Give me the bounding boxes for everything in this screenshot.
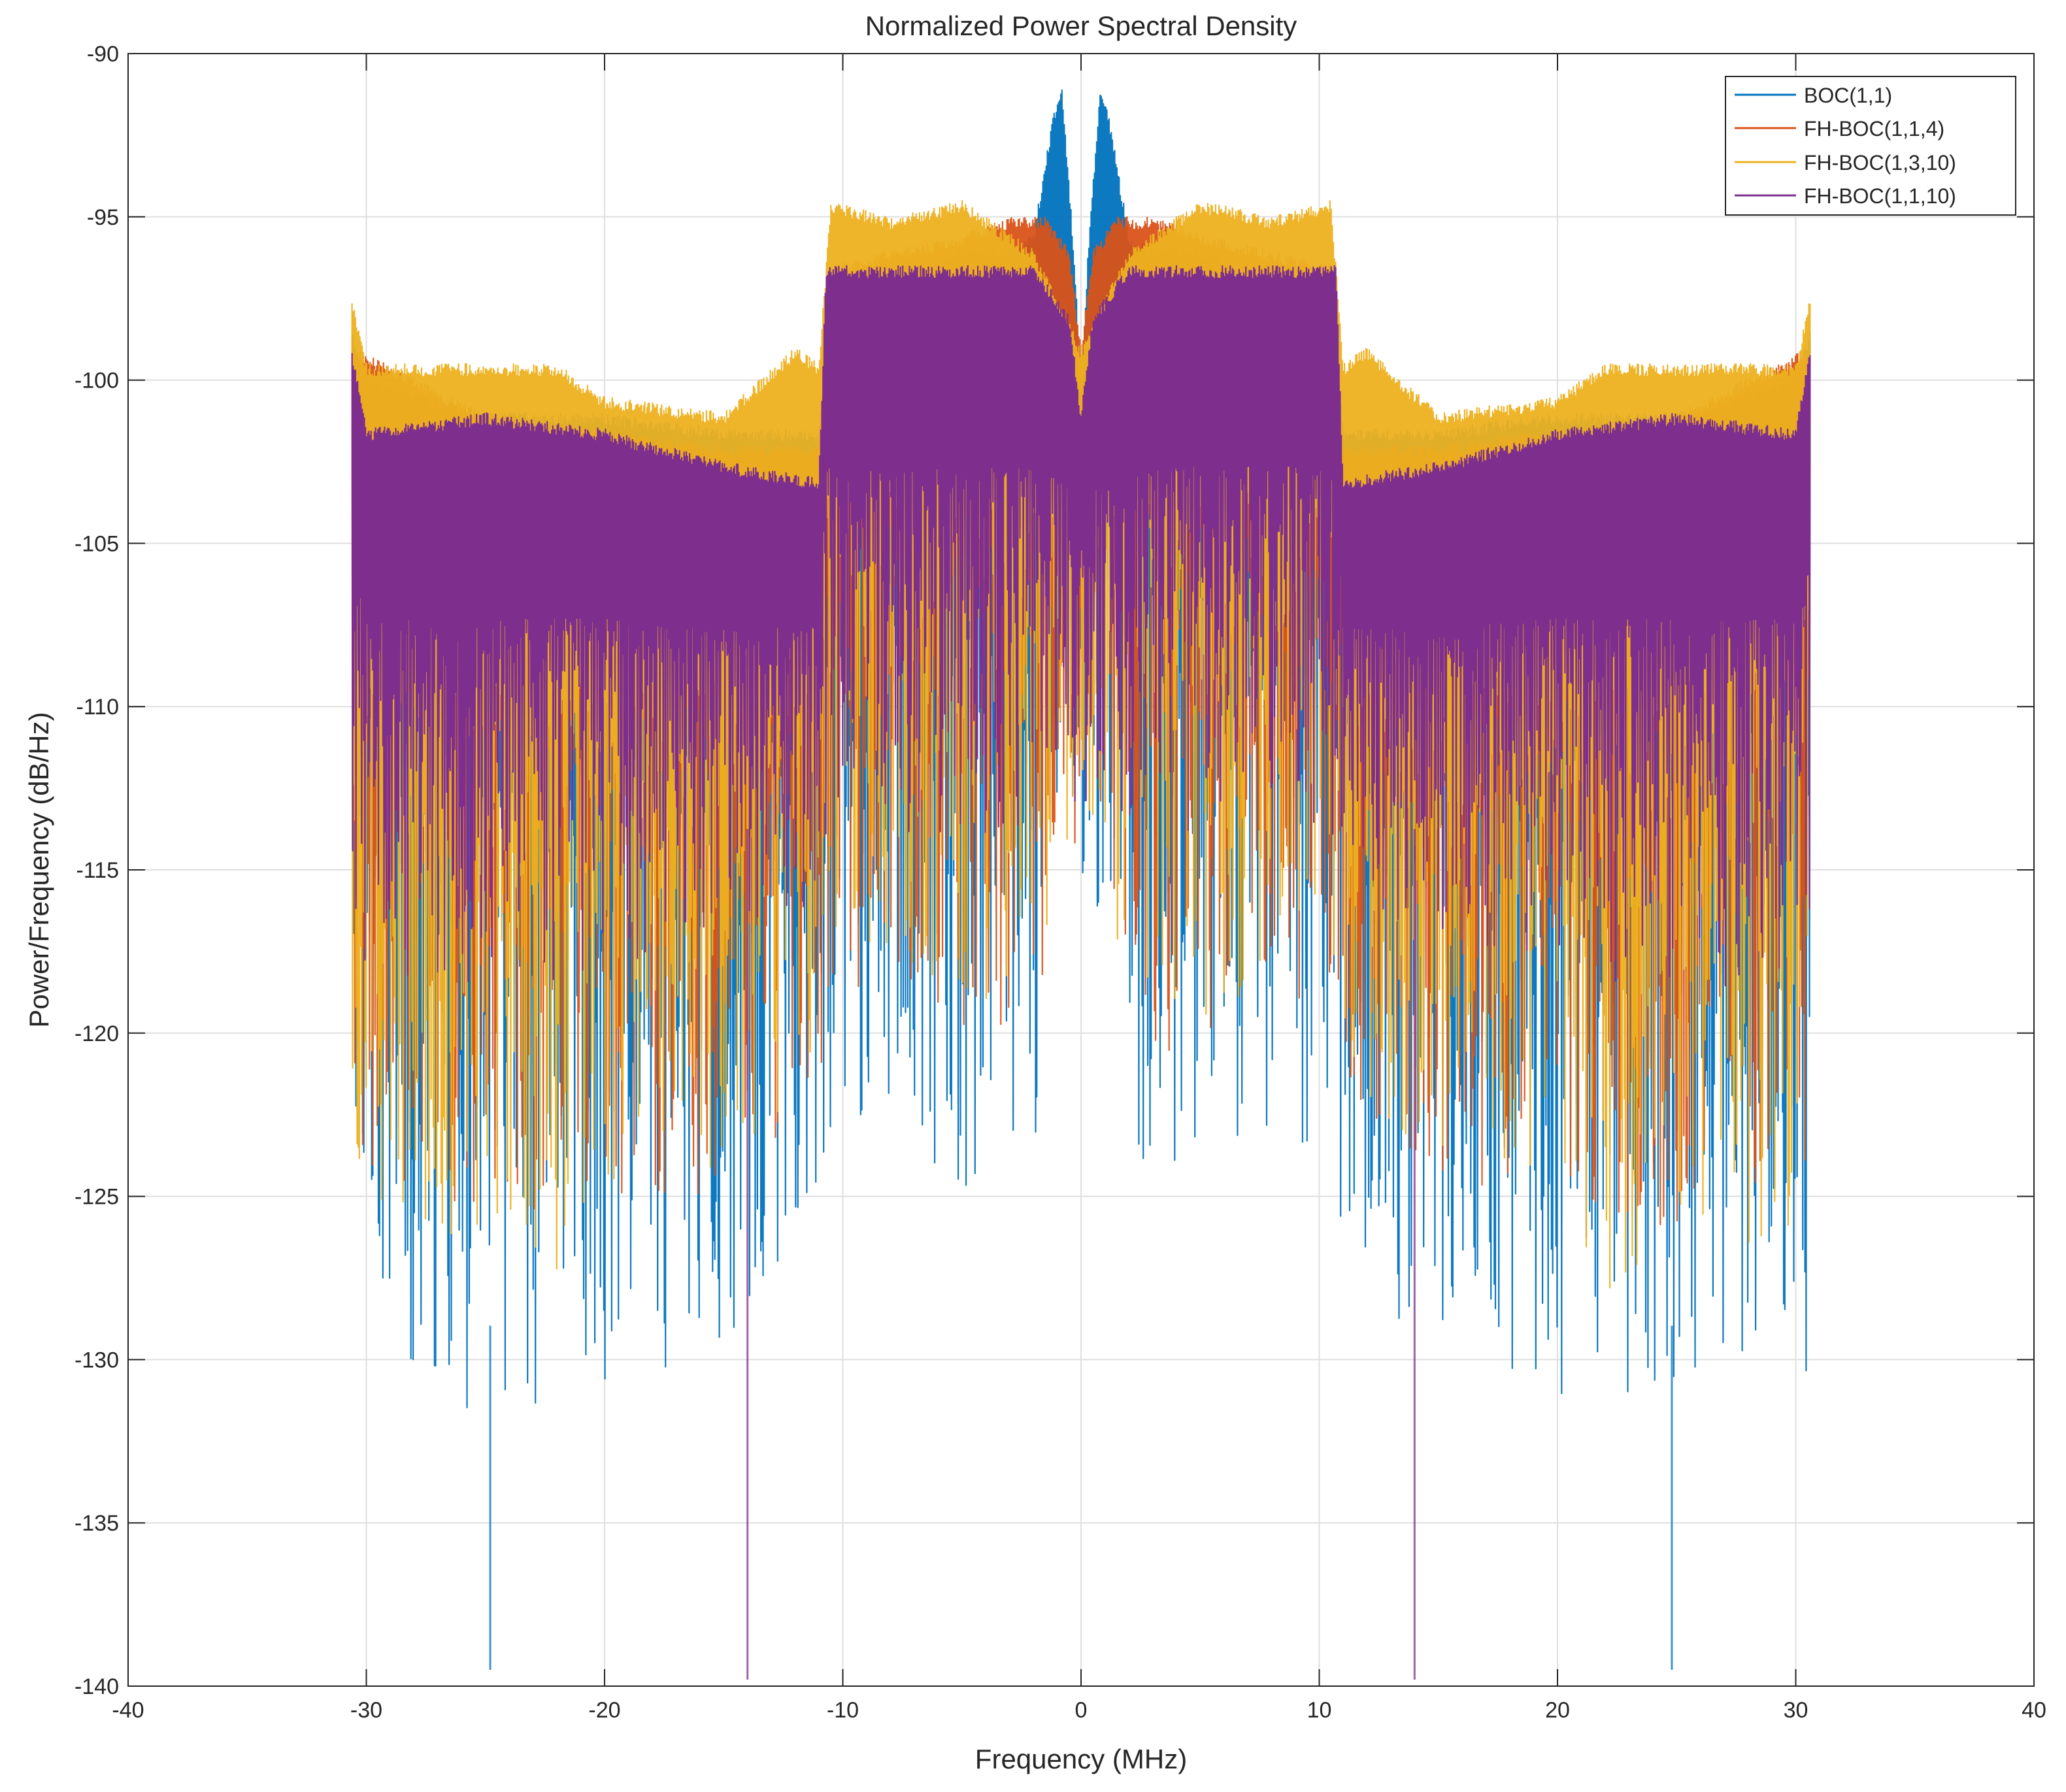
y-tick-label: -120 — [75, 1021, 119, 1046]
x-tick-label: 0 — [1075, 1698, 1088, 1723]
legend-label-fhboc1110: FH-BOC(1,1,10) — [1804, 184, 1956, 208]
legend: BOC(1,1) FH-BOC(1,1,4) FH-BOC(1,3,10) FH… — [1725, 76, 2016, 216]
series-layer — [351, 89, 1811, 1680]
x-tick-label: 20 — [1545, 1698, 1570, 1723]
y-tick-label: -115 — [76, 858, 119, 883]
y-tick-label: -125 — [75, 1185, 119, 1210]
y-tick-label: -105 — [75, 531, 119, 556]
y-tick-label: -140 — [75, 1674, 119, 1699]
y-tick-label: -95 — [87, 205, 119, 230]
x-tick-label: -20 — [588, 1698, 620, 1723]
y-tick-label: -100 — [75, 369, 119, 393]
y-tick-label: -90 — [87, 42, 119, 67]
y-axis-title: Power/Frequency (dB/Hz) — [24, 712, 54, 1027]
y-tick-label: -135 — [75, 1511, 119, 1536]
ticks: -40 -30 -20 -10 0 10 20 30 40-90-95-100-105-110-… — [75, 42, 2046, 1723]
x-tick-label: -40 — [112, 1698, 144, 1723]
y-tick-label: -110 — [76, 695, 119, 720]
x-tick-label: -10 — [827, 1698, 859, 1723]
legend-label-fhboc1310: FH-BOC(1,3,10) — [1804, 151, 1956, 174]
x-axis-title: Frequency (MHz) — [975, 1744, 1187, 1774]
series-line-3 — [351, 265, 1811, 987]
x-tick-label: 40 — [2022, 1698, 2046, 1723]
x-tick-label: 10 — [1307, 1698, 1332, 1723]
legend-box — [1725, 76, 2016, 216]
y-tick-label: -130 — [75, 1348, 119, 1372]
x-tick-label: 30 — [1784, 1698, 1808, 1723]
legend-label-boc11: BOC(1,1) — [1804, 84, 1892, 107]
chart-title: Normalized Power Spectral Density — [865, 10, 1297, 41]
x-tick-label: -30 — [350, 1698, 382, 1723]
legend-label-fhboc114: FH-BOC(1,1,4) — [1804, 117, 1944, 141]
